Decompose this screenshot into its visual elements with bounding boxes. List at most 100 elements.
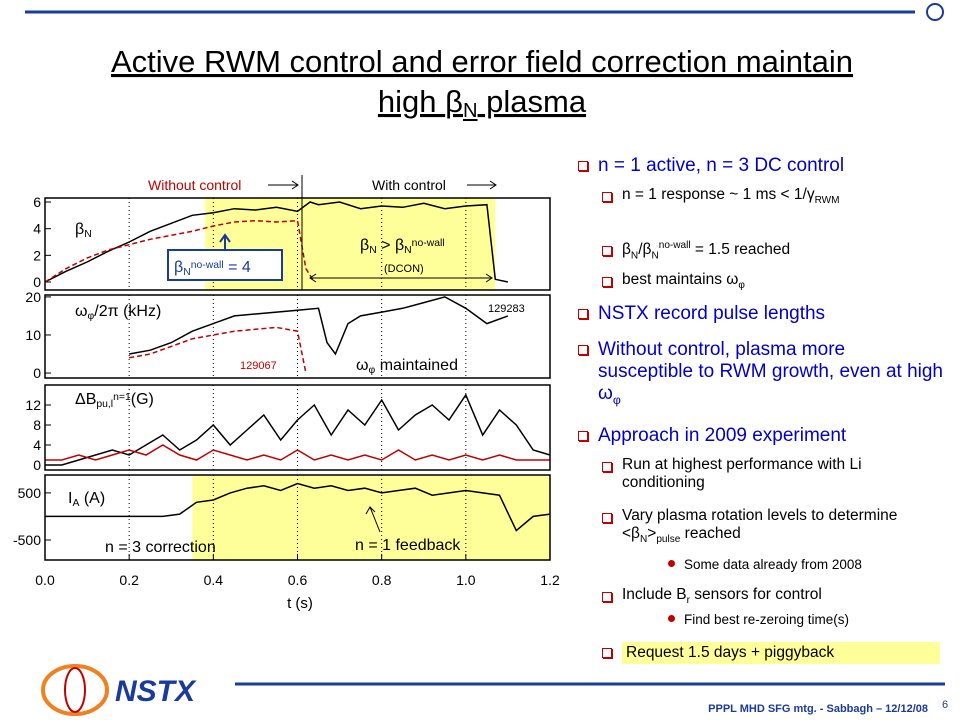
arrow bbox=[268, 180, 299, 190]
data-line bbox=[129, 326, 307, 374]
text-part: Find best re-zeroing time(s) bbox=[684, 612, 850, 627]
bullet: Find best re-zeroing time(s) bbox=[668, 612, 934, 627]
text-part: plasma bbox=[478, 84, 587, 119]
text-part: γ bbox=[806, 186, 815, 203]
arrow bbox=[365, 506, 381, 533]
text-part: RWM bbox=[814, 195, 840, 207]
y-tick-label: 12 bbox=[25, 397, 41, 413]
text-part: Request 1.5 days + piggyback bbox=[626, 644, 835, 661]
bullet: Vary plasma rotation levels to determine… bbox=[602, 507, 922, 546]
text-part: n = 1 response ~ 1 ms < 1/ bbox=[622, 186, 807, 203]
text-part: β bbox=[360, 237, 369, 254]
arrow bbox=[219, 233, 231, 250]
x-tick-label: 0.6 bbox=[288, 572, 308, 588]
title-line2: high βN plasma bbox=[378, 84, 587, 122]
text-part: /β bbox=[638, 241, 652, 259]
text-part: no-wall bbox=[412, 238, 445, 249]
annotation: 129067 bbox=[240, 360, 277, 372]
text-part: N bbox=[651, 250, 659, 262]
text-part: = 4 bbox=[224, 259, 251, 276]
text-part: β bbox=[445, 84, 463, 119]
y-tick-label: 0 bbox=[33, 365, 41, 381]
annotations: Without control With control βNno-wall =… bbox=[105, 175, 525, 556]
y-tick-label: -500 bbox=[13, 532, 41, 548]
text-part: β bbox=[174, 259, 183, 276]
x-tick-label: 0.4 bbox=[204, 572, 224, 588]
text-part: Some data already from 2008 bbox=[684, 557, 862, 572]
text-part: φ bbox=[738, 280, 745, 292]
text-part: Without control, plasma more susceptible… bbox=[598, 339, 943, 404]
y-tick-label: 4 bbox=[33, 221, 41, 237]
panel-label: ωφ/2π (kHz) bbox=[75, 303, 161, 322]
text-part: I bbox=[68, 490, 72, 507]
y-tick-label: 20 bbox=[25, 289, 41, 305]
text-part: = 1.5 reached bbox=[690, 241, 791, 259]
panel-label: ΔBpu,ln=1(G) bbox=[75, 391, 154, 410]
annotation: 129283 bbox=[488, 303, 525, 315]
annotation: βNno-wall = 4 bbox=[174, 259, 251, 278]
annotation: βN > βNno-wall bbox=[360, 237, 445, 256]
data-line bbox=[45, 393, 551, 466]
data-line bbox=[44, 219, 315, 283]
bullet: Include Br sensors for control bbox=[602, 586, 922, 607]
annotation: Without control bbox=[148, 177, 241, 193]
x-tick-label: 0.8 bbox=[372, 572, 392, 588]
panel-label: IA (A) bbox=[68, 490, 105, 509]
data-line bbox=[45, 444, 550, 461]
data-line bbox=[45, 482, 551, 532]
x-tick-label: 1.0 bbox=[456, 572, 476, 588]
text-part: r bbox=[686, 595, 690, 607]
text-part: NSTX record pulse lengths bbox=[598, 303, 826, 324]
bullet: βN/βNno-wall = 1.5 reached bbox=[602, 240, 922, 262]
y-tick-label: 0 bbox=[33, 274, 41, 290]
bullet: NSTX record pulse lengths bbox=[578, 303, 943, 325]
text-part: ω bbox=[356, 357, 369, 374]
x-tick-label: 0.2 bbox=[119, 572, 139, 588]
text-part: (A) bbox=[79, 490, 105, 507]
text-part: φ bbox=[612, 392, 621, 407]
callout-box bbox=[167, 249, 283, 281]
annotation: With control bbox=[372, 177, 446, 193]
text-part: no-wall bbox=[191, 260, 224, 271]
text-part: N bbox=[639, 534, 648, 546]
text-part: (G) bbox=[131, 391, 154, 408]
text-part: sensors for control bbox=[690, 586, 822, 603]
data-line bbox=[129, 296, 509, 356]
logo-ring bbox=[41, 664, 109, 716]
text-part: /2π (kHz) bbox=[94, 303, 161, 320]
y-tick-label: 500 bbox=[18, 485, 42, 501]
bullet: Approach in 2009 experiment bbox=[578, 425, 943, 447]
bullet: best maintains ωφ bbox=[602, 271, 922, 292]
text-part: Include B bbox=[622, 586, 687, 603]
highlight bbox=[192, 475, 550, 560]
text-part: N bbox=[369, 245, 377, 256]
y-tick-label: 4 bbox=[33, 437, 41, 453]
arrow bbox=[467, 180, 497, 190]
bullet: Some data already from 2008 bbox=[668, 557, 934, 572]
data-line bbox=[44, 201, 509, 283]
text-part: Vary plasma rotation levels to determine… bbox=[622, 507, 898, 542]
y-tick-label: 2 bbox=[33, 247, 41, 263]
x-tick-label: 0.0 bbox=[35, 572, 55, 588]
text-part: n=1 bbox=[113, 392, 131, 403]
text-part: A bbox=[72, 498, 79, 509]
title-line1: Active RWM control and error field corre… bbox=[111, 44, 853, 79]
text-part: Approach in 2009 experiment bbox=[598, 425, 847, 446]
annotation: n = 1 feedback bbox=[355, 537, 461, 554]
annotation: ωφ maintained bbox=[356, 357, 458, 376]
text-part: no-wall bbox=[658, 240, 691, 251]
text-part: best maintains ω bbox=[622, 271, 739, 288]
y-tick-label: 0 bbox=[33, 457, 41, 473]
page-number: 6 bbox=[942, 699, 948, 711]
panel-label: βN bbox=[75, 221, 92, 240]
annotation: n = 3 correction bbox=[105, 539, 216, 556]
y-tick-label: 6 bbox=[33, 194, 41, 210]
text-part: N bbox=[84, 229, 92, 240]
text-part: > bbox=[647, 525, 657, 542]
text-part: φ bbox=[88, 311, 95, 322]
bullet: n = 1 response ~ 1 ms < 1/γRWM bbox=[602, 186, 922, 207]
text-part: φ bbox=[369, 365, 376, 376]
y-tick-label: 8 bbox=[33, 417, 41, 433]
